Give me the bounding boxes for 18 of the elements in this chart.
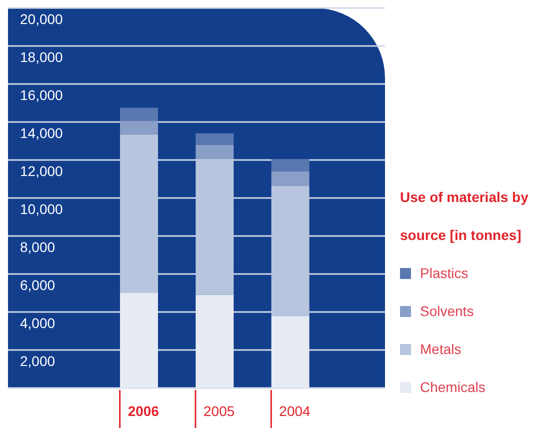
chart-title: Use of materials by source [in tonnes]	[400, 189, 528, 243]
y-tick-label: 4,000	[20, 315, 56, 331]
y-tick-label: 20,000	[20, 11, 64, 27]
y-tick-label: 6,000	[20, 277, 56, 293]
legend-label: Metals	[419, 340, 462, 359]
y-tick-label: 16,000	[20, 87, 64, 103]
y-tick-label: 8,000	[20, 239, 56, 255]
y-tick-label: 10,000	[20, 201, 64, 217]
y-tick-label: 12,000	[20, 163, 64, 179]
y-tick-label: 2,000	[20, 353, 56, 369]
legend-label: Chemicals	[419, 378, 486, 397]
y-tick-label: 18,000	[20, 49, 64, 65]
legend-label: Solvents	[419, 302, 475, 321]
x-tick-label: 2004	[279, 403, 311, 419]
x-tick-label: 2006	[128, 403, 160, 419]
y-tick-label: 14,000	[20, 125, 64, 141]
legend-label: Plastics	[419, 264, 470, 283]
x-tick-label: 2005	[204, 403, 235, 419]
